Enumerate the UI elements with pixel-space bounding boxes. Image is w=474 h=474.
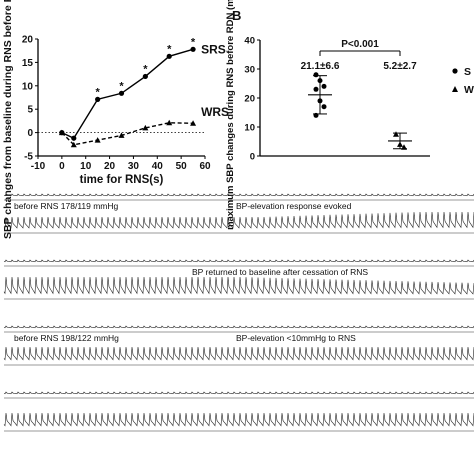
a-point-srs	[190, 46, 196, 52]
a-significance-mark: *	[191, 36, 196, 48]
a-x-axis-label: time for RNS(s)	[80, 174, 164, 186]
bp-trace-annotation: BP-elevation response evoked	[236, 201, 352, 211]
a-point-wrs	[94, 137, 101, 143]
a-x-tick-label: 60	[199, 161, 211, 172]
b-y-axis-label: maximum SBP changes during RNS before RD…	[225, 0, 236, 230]
a-series-label-srs: SRS	[201, 42, 226, 56]
b-legend-marker	[452, 86, 458, 92]
bp-waveform	[3, 325, 474, 329]
b-legend-marker	[452, 68, 458, 74]
bp-waveform	[3, 193, 474, 197]
b-point	[393, 131, 399, 137]
a-y-tick-label: 5	[27, 105, 33, 116]
b-point	[321, 83, 327, 89]
bp-traces: before RNS 178/119 mmHg BP-elevation resp…	[3, 193, 474, 432]
a-point-wrs	[118, 132, 125, 138]
b-legend-label: W	[464, 84, 474, 96]
b-legend-label: S	[464, 66, 471, 78]
b-y-tick-label: 40	[244, 36, 255, 47]
b-y-tick-label: 20	[244, 94, 255, 105]
bp-waveform	[3, 391, 474, 395]
bp-trace-annotation: BP-elevation <10mmHg to RNS	[236, 333, 356, 343]
b-point	[313, 86, 319, 92]
a-significance-mark: *	[119, 80, 124, 92]
b-point	[401, 144, 407, 150]
a-point-srs	[142, 73, 148, 80]
a-x-tick-label: -10	[31, 161, 46, 172]
a-x-tick-label: 50	[176, 161, 188, 172]
a-y-tick-label: 20	[22, 35, 34, 46]
a-point-srs	[95, 96, 101, 102]
a-y-tick-label: 15	[22, 58, 34, 69]
a-series-label-wrs: WRS	[201, 105, 229, 119]
b-point	[317, 78, 323, 84]
b-mean-label: 21.1±6.6	[301, 61, 340, 72]
a-point-srs	[166, 53, 172, 59]
a-point-wrs	[58, 129, 65, 136]
a-point-srs	[118, 90, 125, 96]
a-x-tick-label: 10	[80, 161, 92, 172]
a-point-wrs	[70, 141, 77, 148]
a-significance-mark: *	[143, 63, 148, 75]
b-y-tick-label: 0	[250, 152, 255, 163]
a-y-tick-label: 10	[22, 81, 34, 92]
panel-a-line-chart: -5 0 5 10 15 20 -10 0 10 20 30 40 50 60 time for RNS(s…	[2, 0, 229, 239]
b-point	[313, 112, 319, 118]
a-point-srs	[71, 135, 77, 141]
b-y-tick-label: 30	[244, 65, 255, 76]
a-series-line-srs	[61, 48, 194, 140]
bp-trace-label: before RNS 178/119 mmHg	[14, 201, 119, 211]
a-y-tick-label: 0	[27, 128, 33, 139]
a-x-tick-label: 0	[59, 161, 65, 172]
b-y-tick-label: 10	[244, 123, 255, 134]
bp-trace-annotation: BP returned to baseline after cessation …	[192, 267, 368, 277]
bp-waveform	[3, 412, 474, 427]
a-point-wrs	[190, 120, 197, 126]
b-point	[397, 141, 403, 147]
b-point	[313, 72, 319, 78]
bp-trace-label: before RNS 198/122 mmHg	[14, 333, 119, 343]
a-x-tick-label: 30	[128, 161, 140, 172]
a-point-wrs	[142, 124, 149, 131]
a-x-tick-label: 20	[104, 161, 116, 172]
b-mean-label: 5.2±2.7	[383, 61, 417, 72]
a-point-wrs	[166, 119, 173, 126]
b-p-value: P<0.001	[341, 39, 379, 50]
a-x-tick-label: 40	[152, 161, 164, 172]
a-significance-mark: *	[96, 86, 101, 98]
b-point	[317, 98, 323, 104]
bp-waveform	[3, 259, 474, 263]
a-y-tick-label: -5	[24, 152, 33, 163]
panel-b-scatter-chart: B 0 10 20 30 40 maximum SBP changes during RNS…	[225, 0, 474, 230]
a-y-axis-label: SBP changes from baseline during RNS bef…	[2, 0, 14, 239]
bp-waveform	[3, 346, 474, 361]
b-point	[321, 104, 327, 110]
bp-waveform	[3, 276, 474, 295]
a-significance-mark: *	[167, 43, 172, 55]
bp-waveform	[3, 211, 474, 229]
panel-b-letter: B	[232, 8, 241, 23]
